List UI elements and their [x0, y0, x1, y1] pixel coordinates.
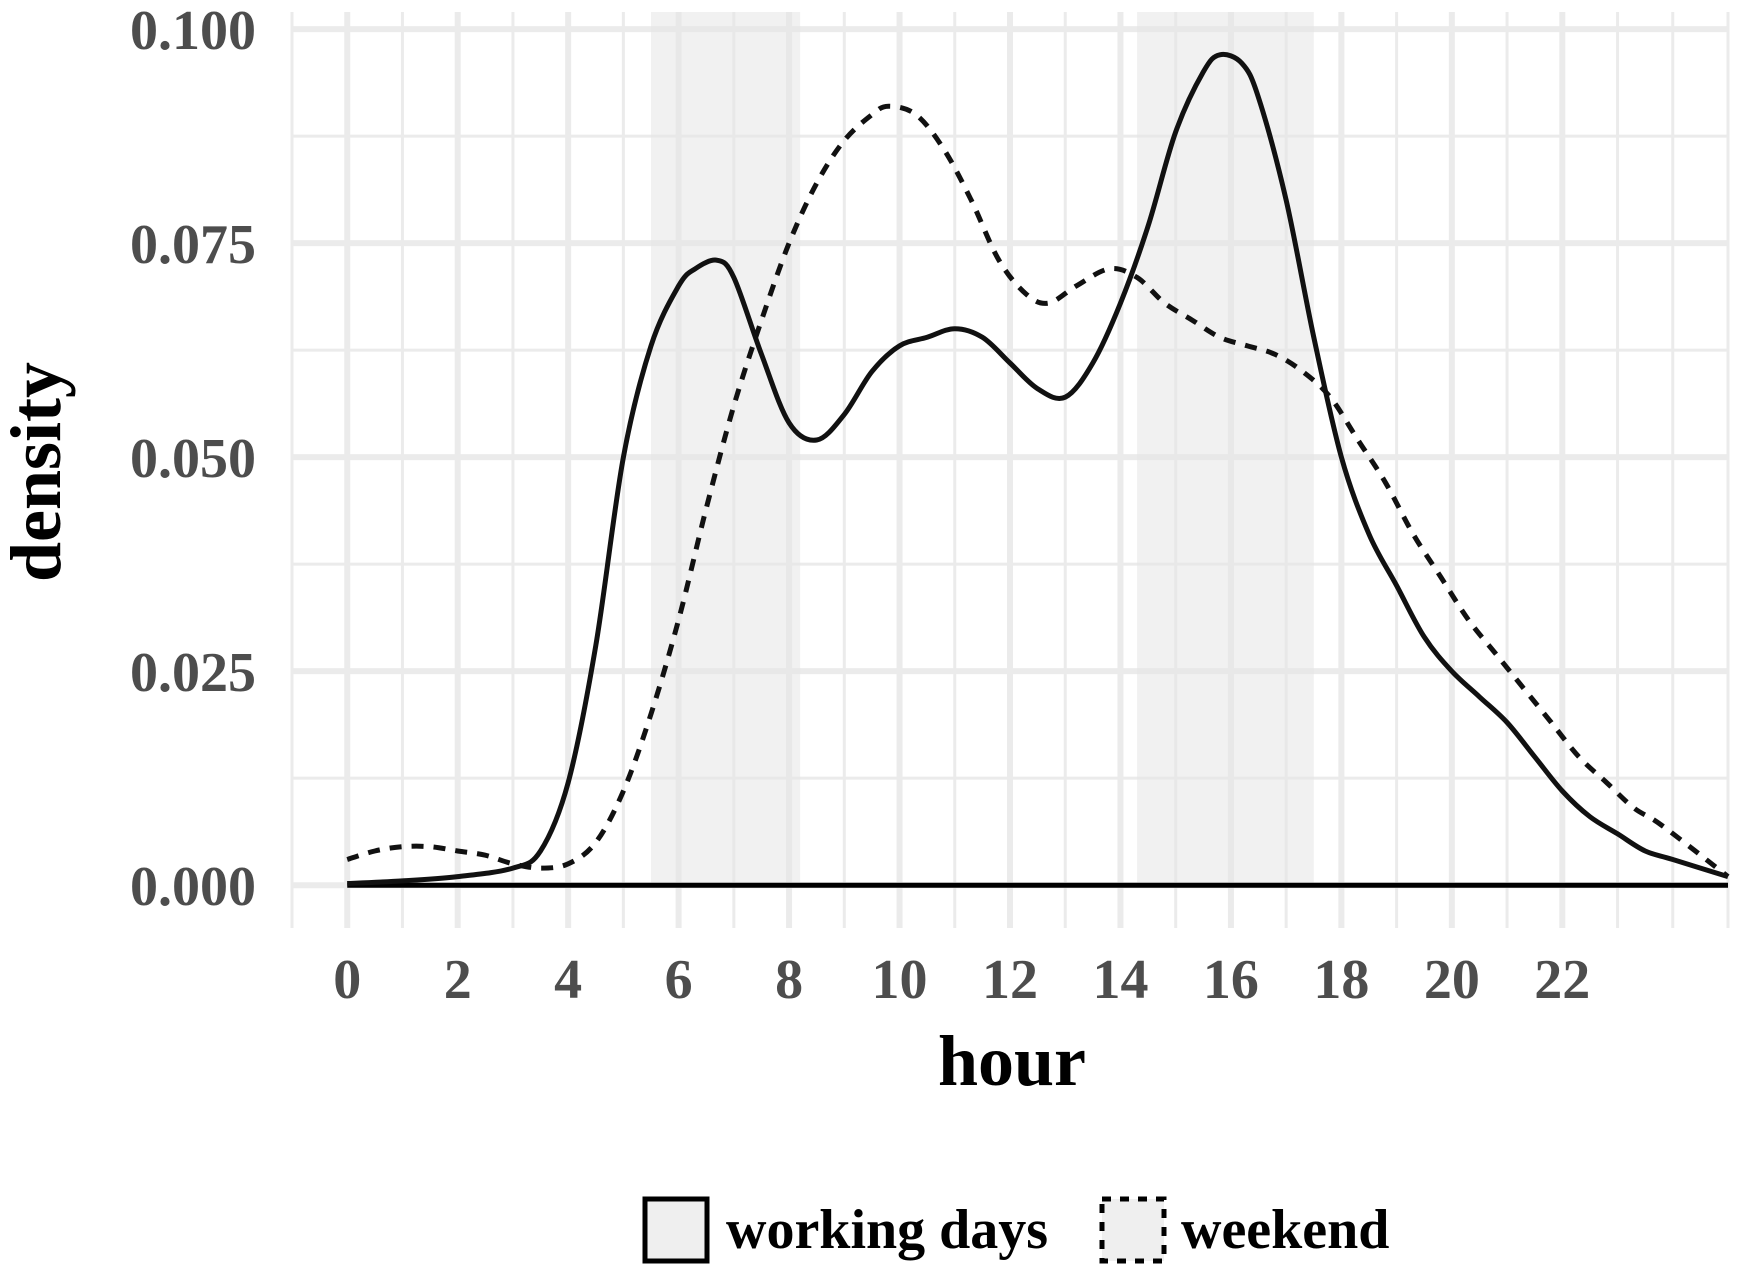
x-tick-label: 14: [1092, 949, 1148, 1011]
legend-key-weekend: [1099, 1196, 1167, 1264]
x-tick-label: 4: [554, 949, 582, 1011]
y-tick-label: 0.075: [130, 214, 256, 276]
y-tick-label: 0.025: [130, 642, 256, 704]
series-line-weekend: [346, 103, 1730, 879]
tick-labels: 0 2 4 6 8 10 12 14 16 18 20 22 0.000 0.025 0.050 0.075 0…: [130, 0, 1590, 1011]
legend: working days weekend: [642, 1196, 1389, 1264]
shaded-interval: [1137, 12, 1314, 886]
x-axis-title: hour: [938, 1021, 1086, 1101]
y-tick-label: 0.050: [130, 428, 256, 490]
x-tick-label: 0: [333, 949, 361, 1011]
x-tick-label: 22: [1534, 949, 1590, 1011]
x-tick-label: 2: [444, 949, 472, 1011]
y-axis-title: density: [0, 362, 76, 582]
x-tick-label: 6: [665, 949, 693, 1011]
legend-label-weekend: weekend: [1181, 1199, 1389, 1261]
x-tick-label: 12: [982, 949, 1038, 1011]
y-tick-label: 0.000: [130, 856, 256, 918]
series-line-working-days: [347, 51, 1729, 886]
x-tick-label: 16: [1203, 949, 1259, 1011]
legend-key-working-days: [642, 1196, 710, 1264]
y-tick-label: 0.100: [130, 0, 256, 62]
x-tick-label: 18: [1313, 949, 1369, 1011]
x-tick-label: 10: [872, 949, 928, 1011]
x-tick-label: 20: [1424, 949, 1480, 1011]
series-lines: [346, 51, 1730, 888]
shaded-interval: [651, 12, 801, 886]
x-tick-label: 8: [775, 949, 803, 1011]
legend-label-working-days: working days: [726, 1199, 1048, 1261]
